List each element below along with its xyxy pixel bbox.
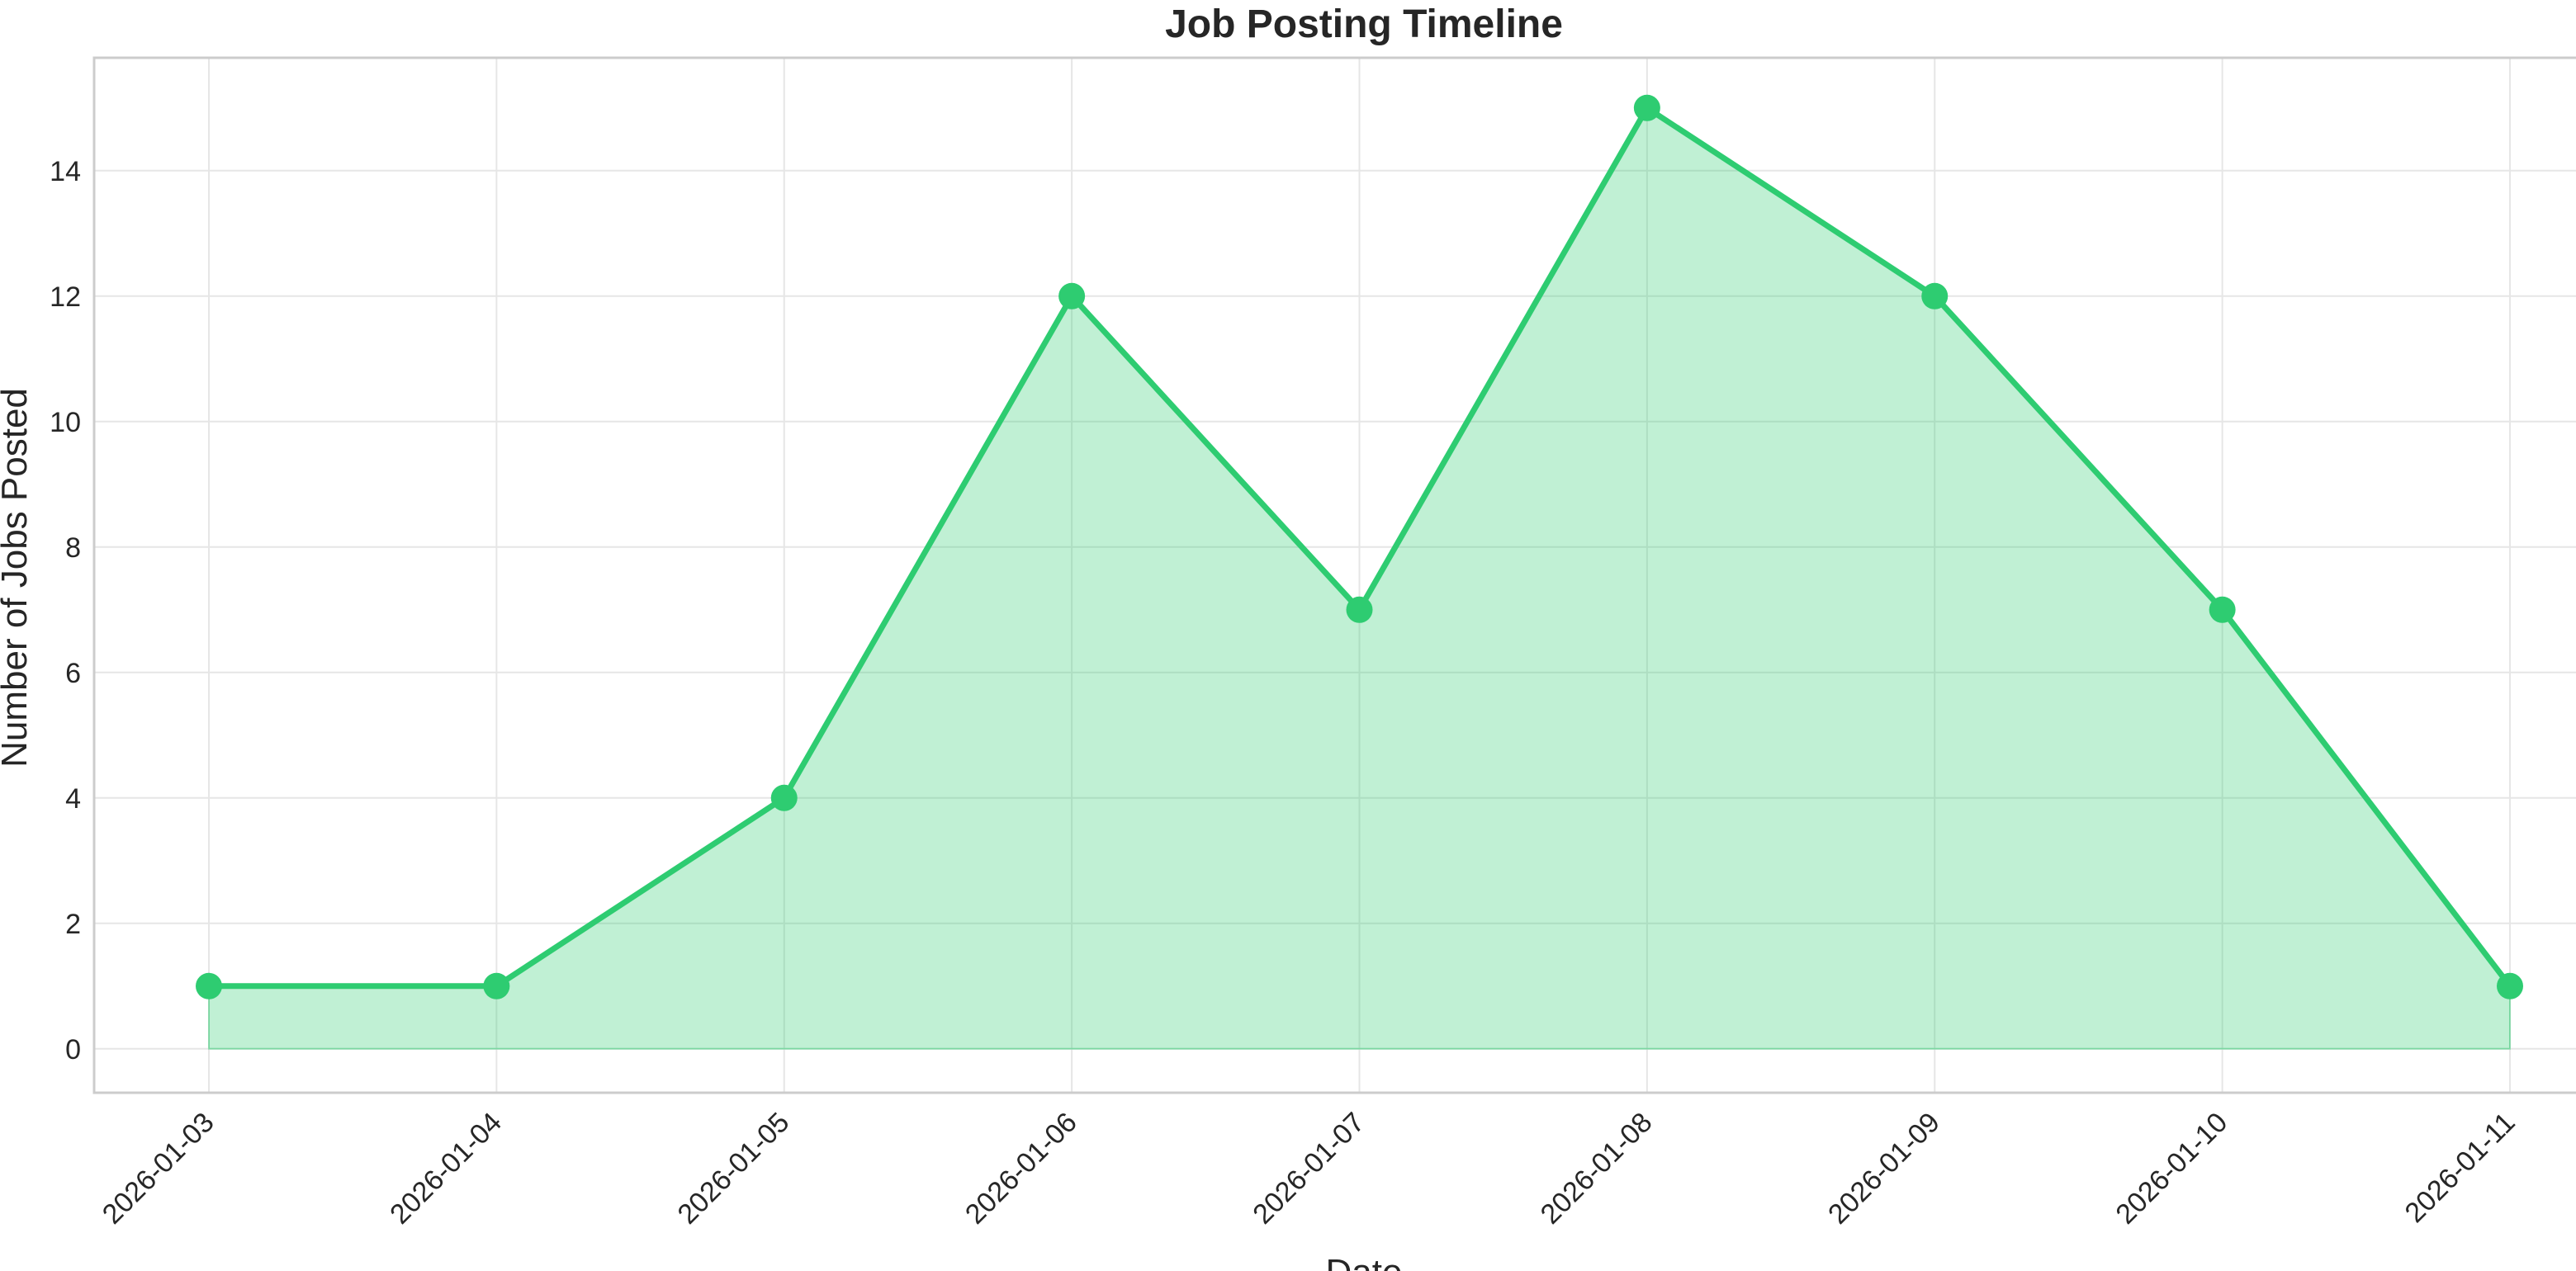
data-point (196, 972, 222, 999)
data-point (2497, 972, 2523, 999)
data-point (2209, 596, 2236, 623)
y-tick-label: 0 (65, 1034, 81, 1065)
x-tick-label: 2026-01-10 (2110, 1107, 2233, 1231)
x-tick-label: 2026-01-05 (672, 1107, 796, 1231)
y-tick-label: 8 (65, 532, 81, 564)
x-axis-ticks: 2026-01-03 2026-01-04 2026-01-05 2026-01-06… (97, 1107, 2522, 1231)
data-point (770, 784, 798, 811)
x-tick-label: 2026-01-11 (2399, 1107, 2522, 1229)
y-tick-label: 4 (65, 783, 81, 815)
x-tick-label: 2026-01-06 (959, 1107, 1083, 1231)
data-point (1633, 94, 1660, 121)
y-axis-label: Number of Jobs Posted (0, 388, 35, 768)
x-axis-label: Date (1326, 1252, 1403, 1271)
data-point (1058, 282, 1086, 309)
y-tick-label: 14 (50, 156, 81, 187)
plot-frame (92, 56, 2576, 1094)
x-tick-label: 2026-01-09 (1822, 1107, 1946, 1231)
chart-title: Job Posting Timeline (1165, 2, 1563, 46)
y-tick-label: 6 (65, 658, 81, 689)
y-tick-label: 10 (50, 407, 81, 438)
x-tick-label: 2026-01-03 (97, 1107, 220, 1231)
grid (94, 58, 2576, 1093)
x-tick-label: 2026-01-04 (384, 1107, 508, 1231)
y-tick-label: 12 (50, 281, 81, 313)
data-point (483, 972, 510, 999)
y-tick-label: 2 (65, 909, 81, 940)
y-axis-ticks: 0 2 4 6 8 10 12 14 (50, 156, 81, 1065)
x-tick-label: 2026-01-07 (1247, 1107, 1371, 1231)
point-layer (196, 94, 2523, 999)
data-point (1346, 596, 1373, 623)
x-tick-label: 2026-01-08 (1535, 1107, 1659, 1231)
plot-frame-layer (92, 56, 2576, 1094)
data-point (1921, 282, 1949, 309)
